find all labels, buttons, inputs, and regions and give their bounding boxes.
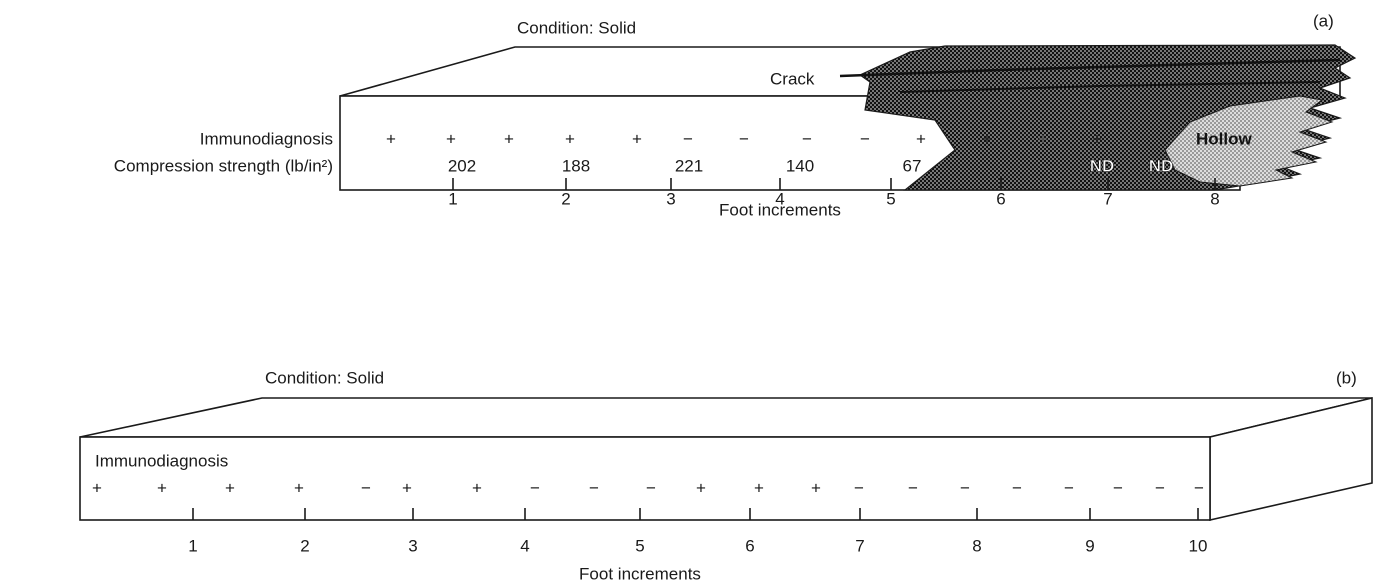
tick-label: 1 <box>188 536 197 555</box>
hollow-region <box>1164 95 1334 187</box>
front-face <box>79 436 1211 521</box>
immunodiagnosis-symbol: − <box>361 478 371 497</box>
immunodiagnosis-symbol: − <box>530 478 540 497</box>
immunodiagnosis-symbol: − <box>683 129 693 148</box>
immunodiagnosis-symbol: − <box>1194 478 1204 497</box>
tick-label: 8 <box>1210 189 1219 208</box>
immunodiagnosis-symbol: + <box>982 129 992 148</box>
tick-label: 4 <box>775 189 784 208</box>
crack-label: Crack <box>770 69 815 88</box>
immunodiagnosis-symbol: + <box>157 478 167 497</box>
immunodiagnosis-symbol: − <box>589 478 599 497</box>
immunodiagnosis-symbol: − <box>854 478 864 497</box>
panel-a: Condition: Solid (a) Crack Hollow Immuno… <box>114 11 1357 219</box>
tick-label: 2 <box>561 189 570 208</box>
immunodiagnosis-symbol: + <box>294 478 304 497</box>
immunodiagnosis-symbol: + <box>472 478 482 497</box>
immunodiagnosis-symbol: − <box>1064 478 1074 497</box>
compression-value: 188 <box>562 156 590 175</box>
immunodiagnosis-symbol: + <box>504 129 514 148</box>
immunodiagnosis-symbol: − <box>860 129 870 148</box>
immunodiagnosis-symbol: + <box>1092 129 1102 148</box>
immunodiagnosis-symbol: + <box>1038 129 1048 148</box>
immunodiagnosis-symbol: − <box>960 478 970 497</box>
immunodiagnosis-symbol: − <box>1113 478 1123 497</box>
compression-value: 67 <box>903 156 922 175</box>
tick-label: 2 <box>300 536 309 555</box>
row-label: Immunodiagnosis <box>95 451 228 470</box>
immunodiagnosis-symbol: + <box>446 129 456 148</box>
tick-label: 5 <box>635 536 644 555</box>
immunodiagnosis-symbol: + <box>811 478 821 497</box>
compression-value: ND <box>1149 156 1174 175</box>
crack-line <box>839 58 1341 78</box>
tick-label: 7 <box>1103 189 1112 208</box>
condition: Condition: Solid <box>517 18 636 37</box>
axis-label: Foot increments <box>719 200 841 219</box>
immunodiagnosis-symbol: + <box>565 129 575 148</box>
tick-label: 7 <box>855 536 864 555</box>
compression-value: 221 <box>675 156 703 175</box>
tick-label: 6 <box>996 189 1005 208</box>
immunodiagnosis-symbol: − <box>646 478 656 497</box>
hollow-label: Hollow <box>1196 129 1252 148</box>
immunodiagnosis-symbol: − <box>1012 478 1022 497</box>
tick-label: 1 <box>448 189 457 208</box>
panel-b: Condition: Solid (b) Immunodiagnosis Foo… <box>79 368 1373 583</box>
immunodiagnosis-symbol: + <box>754 478 764 497</box>
crack-line <box>899 81 1321 93</box>
immunodiagnosis-symbol: + <box>225 478 235 497</box>
axis-label: Foot increments <box>579 564 701 583</box>
tick-label: 10 <box>1189 536 1208 555</box>
row-label: Immunodiagnosis <box>200 129 333 148</box>
tick-label: 4 <box>520 536 529 555</box>
top-face <box>79 397 1373 438</box>
compression-value: 140 <box>786 156 814 175</box>
immunodiagnosis-symbol: − <box>908 478 918 497</box>
immunodiagnosis-symbol: + <box>402 478 412 497</box>
immunodiagnosis-symbol: − <box>802 129 812 148</box>
immunodiagnosis-symbol: − <box>739 129 749 148</box>
condition: Condition: Solid <box>265 368 384 387</box>
tick-label: 9 <box>1085 536 1094 555</box>
immunodiagnosis-symbol: + <box>92 478 102 497</box>
tick-label: 3 <box>408 536 417 555</box>
row-label: Compression strength (lb/in²) <box>114 156 333 175</box>
compression-value: 202 <box>448 156 476 175</box>
immunodiagnosis-symbol: + <box>632 129 642 148</box>
tick-label: 5 <box>886 189 895 208</box>
immunodiagnosis-symbol: + <box>386 129 396 148</box>
tick-label: 3 <box>666 189 675 208</box>
tick-label: 8 <box>972 536 981 555</box>
panel-label: (b) <box>1336 368 1357 387</box>
immunodiagnosis-symbol: + <box>696 478 706 497</box>
tick-label: 6 <box>745 536 754 555</box>
panel-label: (a) <box>1313 11 1334 30</box>
immunodiagnosis-symbol: − <box>1155 478 1165 497</box>
compression-value: ND <box>1090 156 1115 175</box>
immunodiagnosis-symbol: + <box>916 129 926 148</box>
